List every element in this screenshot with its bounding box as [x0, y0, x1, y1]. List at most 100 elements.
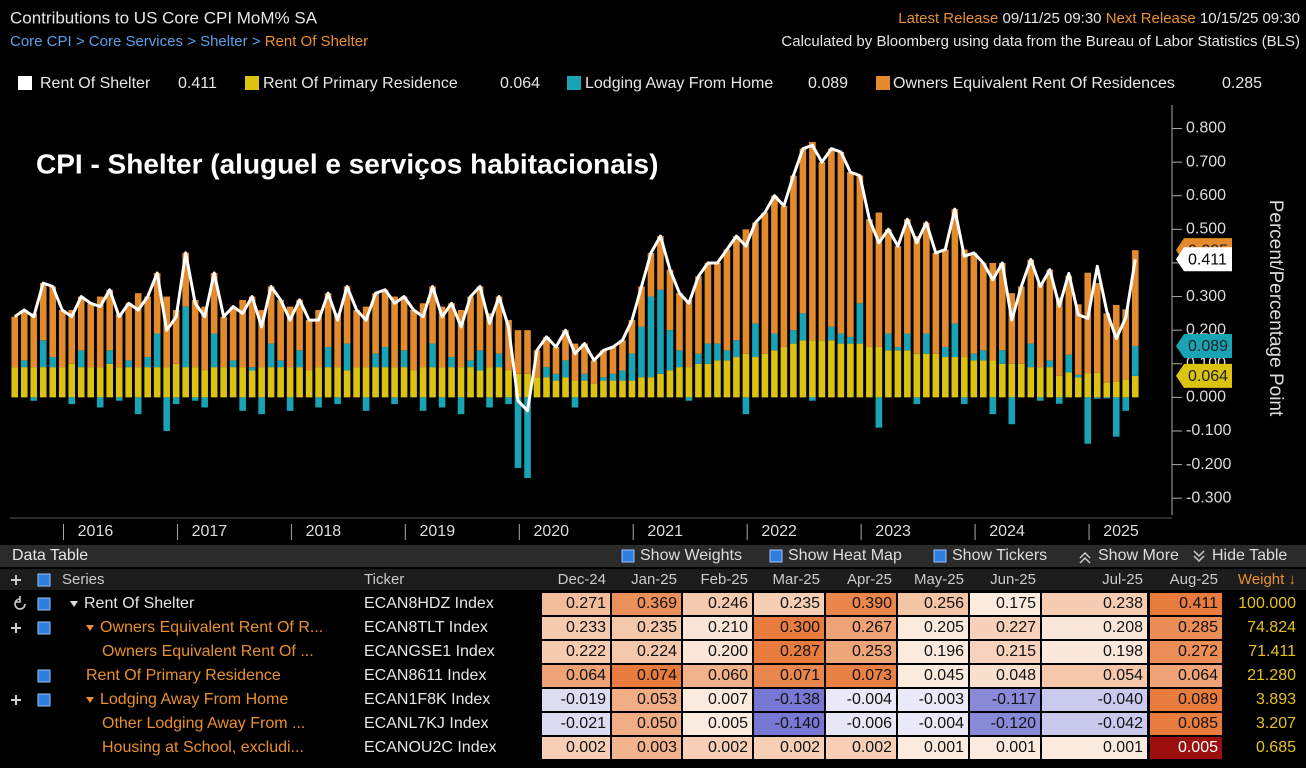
bar-segment: [951, 323, 959, 358]
value-tag: [1176, 363, 1232, 388]
cell-value: -0.120: [991, 715, 1036, 732]
table-button[interactable]: Hide Table: [1212, 547, 1287, 564]
bar-segment: [1046, 367, 1054, 398]
bar-segment: [923, 222, 930, 334]
bar-segment: [448, 303, 455, 358]
column-header[interactable]: Jan-25: [631, 571, 677, 588]
bar-segment: [419, 303, 427, 368]
heat-cell: [1150, 593, 1222, 615]
column-header[interactable]: Aug-25: [1170, 571, 1218, 588]
column-header[interactable]: Series: [62, 571, 105, 588]
cell-value: 0.235: [780, 595, 820, 612]
bar-segment: [239, 397, 246, 411]
bar-segment: [258, 310, 265, 368]
checkbox[interactable]: [37, 693, 51, 707]
bar-segment: [989, 360, 997, 398]
bar-segment: [49, 367, 57, 398]
bar-segment: [334, 397, 341, 405]
bar-segment: [30, 397, 38, 401]
bar-segment: [229, 367, 237, 398]
breadcrumb-path[interactable]: Core CPI > Core Services > Shelter >: [10, 33, 261, 50]
bar-segment: [1008, 293, 1016, 364]
cell-value: 0.001: [924, 739, 964, 756]
column-header[interactable]: May-25: [914, 571, 964, 588]
table-button[interactable]: Show Heat Map: [788, 547, 902, 564]
bar-segment: [1008, 397, 1016, 425]
bar-segment: [267, 343, 275, 368]
bar-segment: [752, 323, 759, 358]
bar-segment: [790, 343, 797, 398]
heat-cell: [754, 617, 824, 639]
x-tick-label: 2019: [420, 523, 456, 540]
bar-segment: [20, 367, 28, 398]
row-toggle[interactable]: [86, 625, 94, 631]
heat-cell: [612, 617, 681, 639]
bar-segment: [619, 380, 626, 398]
bar-segment: [723, 249, 731, 351]
row-toggle[interactable]: [86, 697, 94, 703]
row-toggle[interactable]: [70, 601, 78, 607]
bar-segment: [239, 299, 246, 368]
series-name: Owners Equivalent Rent Of ...: [102, 643, 314, 660]
checkbox[interactable]: [37, 621, 51, 635]
heat-cell: [683, 665, 752, 687]
bar-segment: [343, 343, 351, 371]
column-header[interactable]: Mar-25: [772, 571, 820, 588]
bar-segment: [666, 330, 674, 371]
bar-segment: [1074, 304, 1082, 375]
weight: 21.280: [1247, 667, 1296, 684]
bar-segment: [115, 313, 123, 368]
release-info: Latest Release 09/11/25 09:30 Next Relea…: [898, 10, 1300, 27]
checkbox[interactable]: [37, 597, 51, 611]
column-header[interactable]: Dec-24: [558, 571, 606, 588]
ticker: ECAN8611 Index: [364, 667, 486, 684]
heat-cell: [970, 713, 1040, 735]
bar-segment: [39, 340, 47, 368]
cell-value: 0.411: [1179, 595, 1218, 612]
column-header[interactable]: Jul-25: [1102, 571, 1143, 588]
bar-segment: [258, 397, 265, 415]
button-icon: [1079, 551, 1091, 564]
bar-segment: [495, 296, 503, 354]
heat-cell: [898, 641, 968, 663]
bar-segment: [343, 370, 351, 398]
column-header[interactable]: Ticker: [364, 571, 404, 588]
bar-segment: [305, 320, 313, 371]
weight: 3.893: [1256, 691, 1296, 708]
table-button[interactable]: Show More: [1098, 547, 1179, 564]
column-header[interactable]: Feb-25: [700, 571, 748, 588]
next-date: 10/15/25 09:30: [1200, 10, 1300, 27]
checkbox[interactable]: [37, 669, 51, 683]
weight: 3.207: [1256, 715, 1296, 732]
cell-value: 0.369: [637, 595, 677, 612]
bar-segment: [353, 310, 360, 368]
bar-segment: [429, 286, 436, 344]
table-button[interactable]: Show Tickers: [952, 547, 1047, 564]
bar-segment: [286, 397, 294, 411]
bar-segment: [742, 229, 750, 354]
cell-value: 0.300: [780, 619, 820, 636]
heat-cell: [898, 689, 968, 711]
bar-segment: [30, 313, 38, 368]
legend-label: Lodging Away From Home: [585, 75, 773, 92]
heat-cell: [898, 713, 968, 735]
bar-segment: [296, 367, 303, 398]
bar-segment: [1036, 283, 1044, 368]
bar-segment: [999, 262, 1006, 351]
bar-segment: [229, 306, 237, 361]
bar-segment: [609, 346, 617, 374]
column-header[interactable]: Apr-25: [847, 571, 892, 588]
cell-value: 0.002: [780, 739, 820, 756]
bar-segment: [1084, 373, 1092, 398]
bar-segment: [1103, 382, 1111, 398]
bar-segment: [467, 360, 474, 368]
cell-value: 0.002: [566, 739, 606, 756]
column-header[interactable]: Weight ↓: [1238, 571, 1296, 588]
bar-segment: [201, 370, 208, 398]
bar-segment: [429, 343, 436, 368]
column-header[interactable]: Jun-25: [990, 571, 1036, 588]
heat-cell: [612, 737, 681, 759]
bar-segment: [457, 310, 465, 368]
table-button[interactable]: Show Weights: [640, 547, 742, 564]
bar-segment: [514, 330, 522, 374]
